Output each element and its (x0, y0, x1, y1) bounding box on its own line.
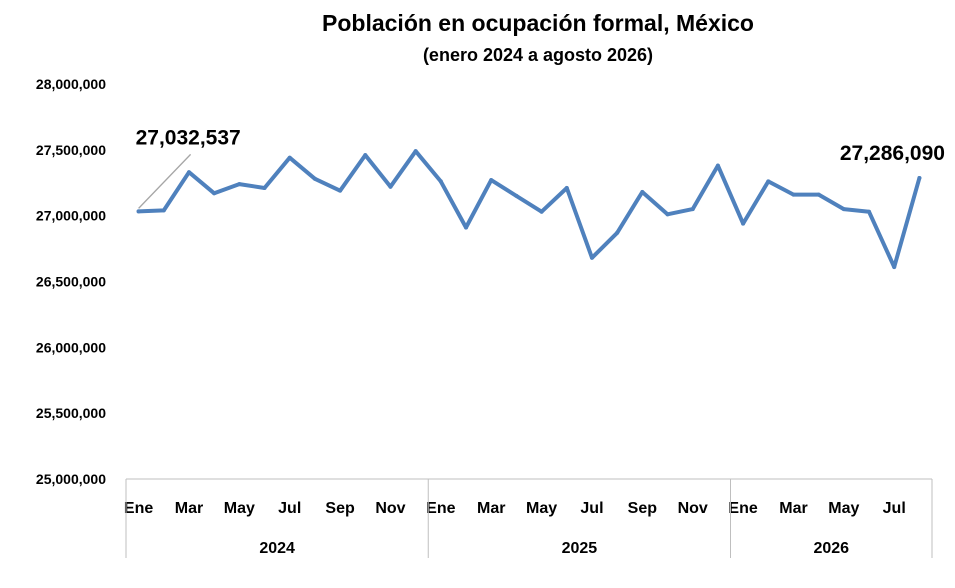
data-point (690, 207, 695, 212)
x-tick-label: Ene (426, 500, 455, 517)
data-point (589, 255, 594, 260)
y-tick-label: 28,000,000 (36, 76, 106, 92)
data-label: 27,032,537 (136, 126, 241, 149)
data-point (917, 175, 922, 180)
data-label: 27,286,090 (840, 142, 945, 165)
data-point (363, 153, 368, 158)
data-point (640, 189, 645, 194)
y-tick-label: 25,000,000 (36, 471, 106, 487)
data-point (564, 186, 569, 191)
data-point (161, 208, 166, 213)
x-tick-label: Nov (375, 500, 405, 517)
data-point (892, 265, 897, 270)
x-tick-label: Ene (728, 500, 757, 517)
x-tick-label: Ene (124, 500, 153, 517)
data-point (665, 212, 670, 217)
data-point (212, 191, 217, 196)
y-tick-label: 26,500,000 (36, 274, 106, 290)
series-line (136, 149, 922, 269)
data-point (388, 184, 393, 189)
data-label-leader-line (138, 153, 192, 209)
x-tick-label: Mar (175, 500, 203, 517)
data-point (413, 149, 418, 154)
chart-subtitle: (enero 2024 a agosto 2026) (423, 45, 653, 65)
data-point (791, 192, 796, 197)
data-point (816, 192, 821, 197)
x-tick-label: May (828, 500, 859, 517)
data-point (237, 182, 242, 187)
chart-title: Población en ocupación formal, México (322, 10, 754, 36)
data-point (438, 179, 443, 184)
year-label: 2024 (259, 540, 295, 557)
x-tick-label: Jul (278, 500, 301, 517)
series-group (136, 149, 922, 270)
year-label: 2026 (813, 540, 849, 557)
x-axis: Ene Mar May Jul Sep Nov Ene Mar May Jul Sep Nov Ene M… (124, 478, 933, 558)
x-tick-label: Mar (779, 500, 807, 517)
data-point (514, 193, 519, 198)
x-tick-label: Sep (325, 500, 355, 517)
x-tick-label: Jul (580, 500, 603, 517)
y-tick-label: 25,500,000 (36, 405, 106, 421)
data-point (464, 225, 469, 230)
data-point (539, 209, 544, 214)
data-point (489, 178, 494, 183)
data-point (136, 209, 141, 214)
y-tick-label: 26,000,000 (36, 339, 106, 355)
y-tick-label: 27,500,000 (36, 142, 106, 158)
y-tick-label: 27,000,000 (36, 208, 106, 224)
annotations: 27,032,537 27,286,090 (136, 126, 945, 209)
data-point (287, 155, 292, 160)
data-point (766, 179, 771, 184)
data-point (715, 163, 720, 168)
x-tick-label: Jul (883, 500, 906, 517)
data-point (262, 186, 267, 191)
data-point (312, 176, 317, 181)
data-point (867, 209, 872, 214)
data-point (338, 188, 343, 193)
x-tick-label: Sep (628, 500, 658, 517)
y-axis: 25,000,000 25,500,000 26,000,000 26,500,000… (36, 76, 106, 487)
data-point (841, 207, 846, 212)
data-point (741, 221, 746, 226)
x-tick-label: Nov (678, 500, 708, 517)
x-tick-label: May (224, 500, 255, 517)
data-point (186, 170, 191, 175)
x-tick-label: May (526, 500, 557, 517)
data-point (615, 230, 620, 235)
x-tick-label: Mar (477, 500, 505, 517)
year-label: 2025 (562, 540, 598, 557)
